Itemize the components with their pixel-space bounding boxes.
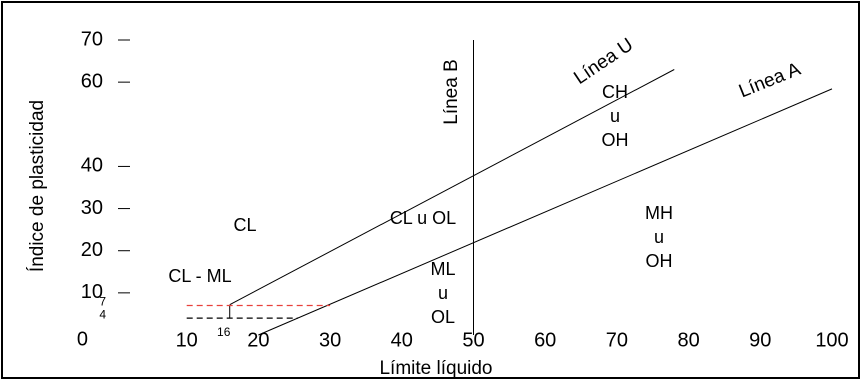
y-tick-label: 60 bbox=[81, 70, 103, 92]
zone-label: ML bbox=[430, 259, 455, 279]
zone-label: CL bbox=[233, 215, 256, 235]
x-minor-tick-label: 16 bbox=[217, 325, 231, 339]
y-axis-title: Índice de plasticidad bbox=[27, 100, 48, 272]
y-tick-label: 30 bbox=[81, 197, 103, 219]
boundary-line bbox=[258, 88, 833, 336]
zone-label: OH bbox=[602, 130, 629, 150]
x-tick-label: 20 bbox=[247, 329, 269, 351]
zone-label: u bbox=[654, 227, 664, 247]
line-name: Línea A bbox=[736, 59, 804, 103]
x-tick-label: 40 bbox=[391, 329, 413, 351]
y-tick-label: 20 bbox=[81, 239, 103, 261]
line-name: Línea U bbox=[570, 34, 637, 89]
y-tick-label: 70 bbox=[81, 28, 103, 50]
y-tick-label: 40 bbox=[81, 155, 103, 177]
x-tick-label: 90 bbox=[749, 329, 771, 351]
x-tick-label: 50 bbox=[462, 329, 484, 351]
x-axis-title: Límite líquido bbox=[379, 358, 492, 379]
y-minor-tick-label: 7 bbox=[99, 295, 106, 309]
x-tick-label: 10 bbox=[176, 329, 198, 351]
x-tick-label: 60 bbox=[534, 329, 556, 351]
y-tick-label: 0 bbox=[77, 328, 88, 350]
zone-label: u bbox=[610, 106, 620, 126]
x-tick-label: 70 bbox=[606, 329, 628, 351]
zone-label: MH bbox=[645, 203, 673, 223]
x-tick-label: 30 bbox=[319, 329, 341, 351]
boundary-line bbox=[229, 69, 675, 306]
zone-label: OH bbox=[646, 251, 673, 271]
x-tick-label: 80 bbox=[677, 329, 699, 351]
y-tick-label: 10 bbox=[81, 281, 103, 303]
x-tick-label: 100 bbox=[815, 329, 848, 351]
line-name: Línea B bbox=[441, 59, 462, 125]
y-minor-tick-label: 4 bbox=[99, 307, 106, 321]
zone-label: OL bbox=[431, 307, 455, 327]
zone-label: u bbox=[438, 283, 448, 303]
zone-label: CL u OL bbox=[390, 208, 456, 228]
zone-label: CH bbox=[602, 82, 628, 102]
zone-label: CL - ML bbox=[168, 266, 231, 286]
